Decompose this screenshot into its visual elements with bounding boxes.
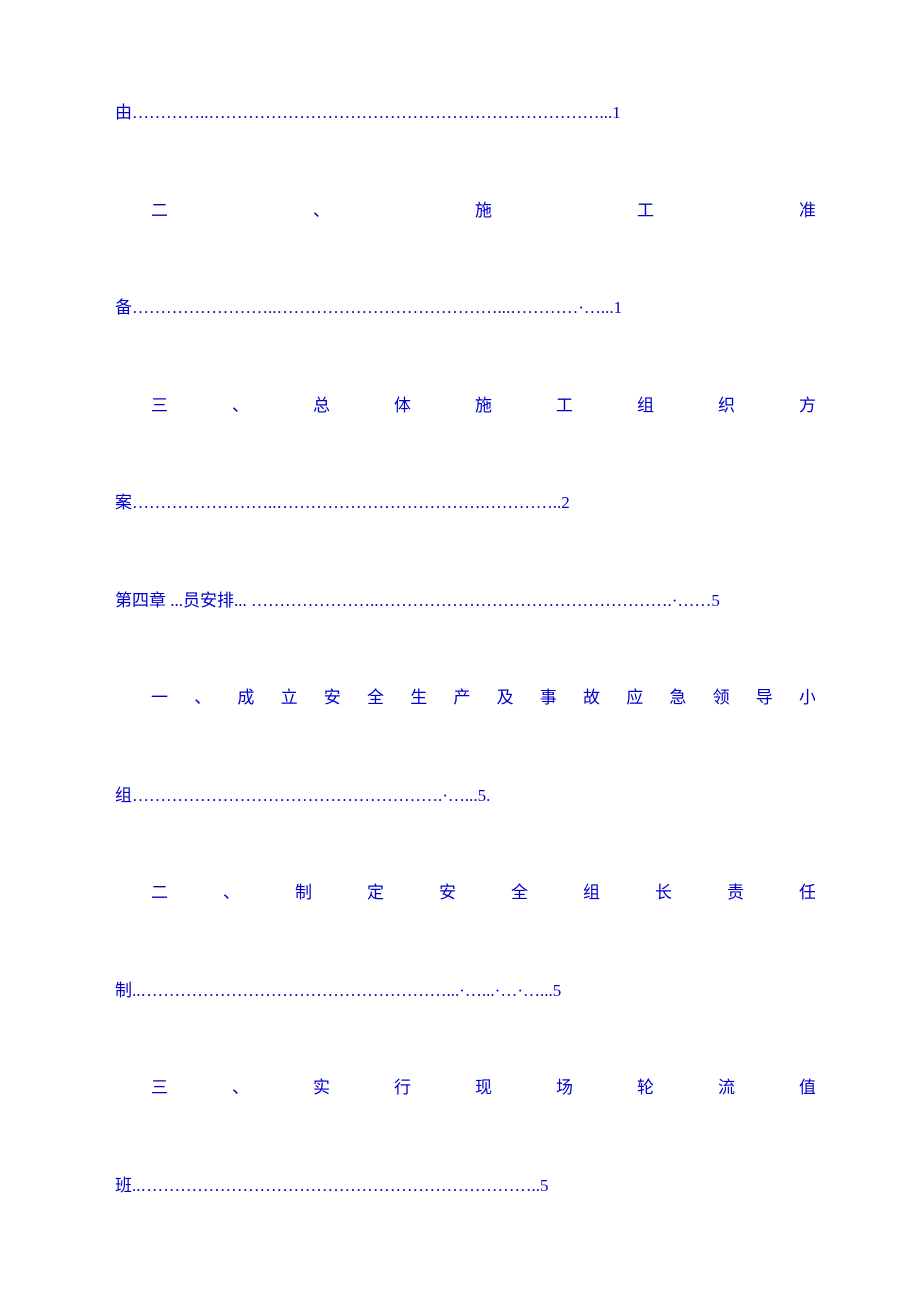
toc-text: 备……………………..…………………………………...…………·…...1 bbox=[115, 298, 622, 317]
toc-text: 三、总体施工组织方 bbox=[151, 393, 815, 419]
toc-text: 组……………………………………………….·…...5. bbox=[115, 786, 490, 805]
toc-entry: 二、施工准 bbox=[115, 198, 815, 224]
toc-chapter: 第四章 ...员安排... …………………..……………………………………………… bbox=[115, 588, 815, 614]
toc-entry: 三、总体施工组织方 bbox=[115, 393, 815, 419]
toc-entry: 二、制定安全组长责任 bbox=[115, 880, 815, 906]
toc-continuation: 制..………………………………………………...·…...·…·…...5 bbox=[115, 978, 815, 1004]
toc-continuation: 案……………………..……………………………….…………..2 bbox=[115, 490, 815, 516]
toc-continuation: 组……………………………………………….·…...5. bbox=[115, 783, 815, 809]
toc-text: 一、成立安全生产及事故应急领导小 bbox=[151, 685, 815, 711]
toc-entry: 一、成立安全生产及事故应急领导小 bbox=[115, 685, 815, 711]
toc-text: 制..………………………………………………...·…...·…·…...5 bbox=[115, 981, 561, 1000]
toc-continuation: 备……………………..…………………………………...…………·…...1 bbox=[115, 295, 815, 321]
toc-entry: 由…………..……………………………………………………………...1 bbox=[115, 100, 815, 126]
toc-page: 由…………..……………………………………………………………...1 二、施工准… bbox=[115, 100, 815, 1270]
toc-text: 第四章 ...员安排... …………………..……………………………………………… bbox=[115, 591, 720, 610]
toc-text: 二、制定安全组长责任 bbox=[151, 880, 815, 906]
toc-text: 案……………………..……………………………….…………..2 bbox=[115, 493, 570, 512]
toc-entry: 三、实行现场轮流值 bbox=[115, 1075, 815, 1101]
toc-text: 班..……………………………………………………………..5 bbox=[115, 1176, 549, 1195]
toc-text: 由…………..……………………………………………………………...1 bbox=[115, 103, 621, 122]
toc-continuation: 班..……………………………………………………………..5 bbox=[115, 1173, 815, 1199]
toc-text: 二、施工准 bbox=[151, 198, 815, 224]
toc-text: 三、实行现场轮流值 bbox=[151, 1075, 815, 1101]
